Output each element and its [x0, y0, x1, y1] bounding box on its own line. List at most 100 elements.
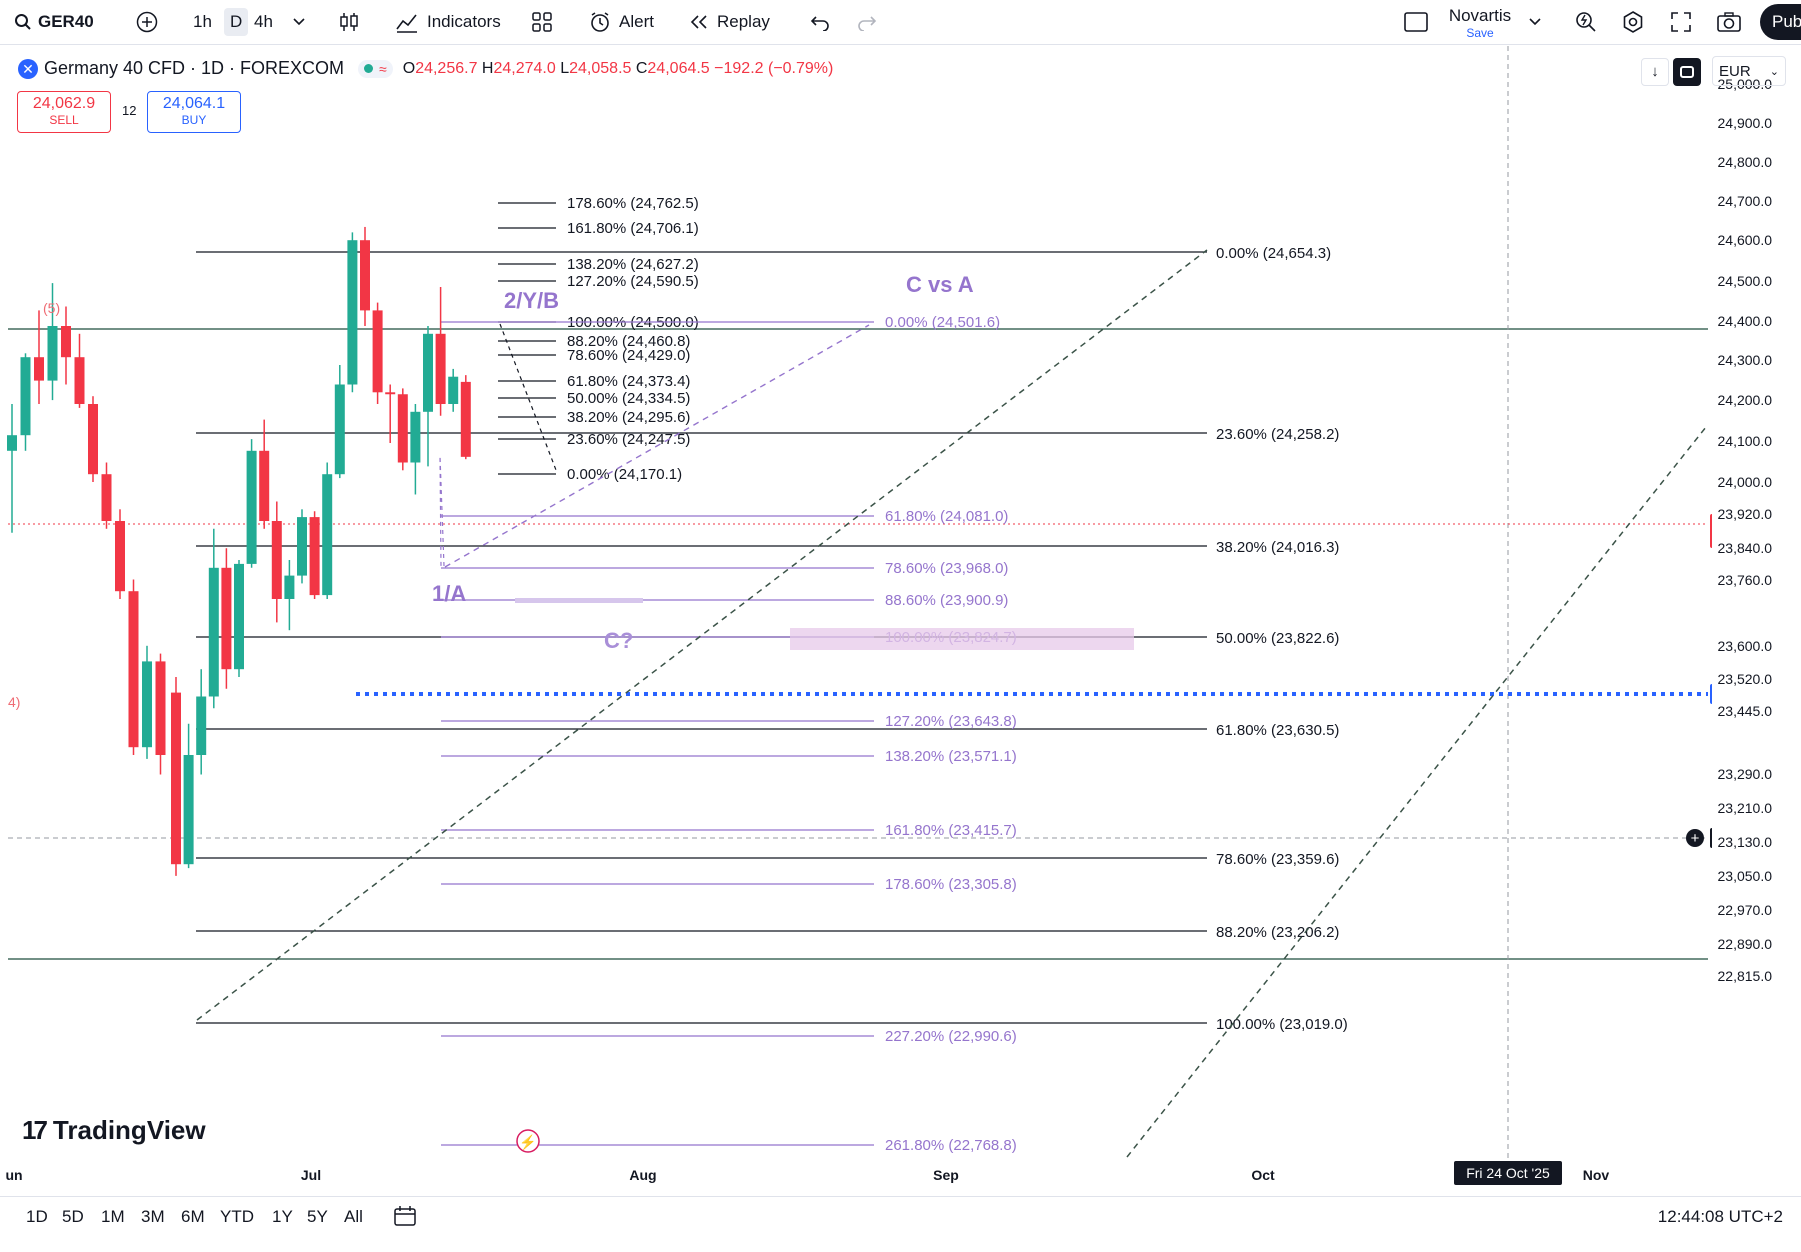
- candle-body[interactable]: [208, 567, 219, 697]
- candle-body[interactable]: [360, 240, 370, 311]
- candle-body[interactable]: [347, 240, 358, 385]
- candle-body[interactable]: [101, 474, 112, 521]
- candle-body[interactable]: [128, 591, 139, 748]
- indicators-button[interactable]: Indicators: [395, 8, 501, 36]
- tradingview-logo[interactable]: 17 TradingView: [22, 1115, 206, 1146]
- candle-body[interactable]: [7, 435, 17, 451]
- legend-title[interactable]: Germany 40 CFD · 1D · FOREXCOM: [44, 58, 345, 78]
- range-5y[interactable]: 5Y: [307, 1207, 328, 1226]
- candle-body[interactable]: [271, 521, 282, 599]
- price-axis[interactable]: [1712, 46, 1801, 1196]
- range-6m[interactable]: 6M: [181, 1207, 205, 1226]
- sell-button[interactable]: 24,062.9 SELL: [17, 91, 111, 133]
- candle-body[interactable]: [155, 661, 166, 755]
- interval-dropdown[interactable]: [293, 8, 305, 36]
- sell-price: 24,062.9: [32, 95, 96, 112]
- interval-4h[interactable]: 4h: [254, 12, 273, 31]
- candle-body[interactable]: [297, 517, 307, 576]
- price-axis-label: 23,840.0: [1718, 540, 1773, 556]
- candle-body[interactable]: [74, 357, 85, 404]
- add-alert-plus-icon[interactable]: [1686, 829, 1704, 847]
- currency-select[interactable]: EUR ⌄: [1712, 56, 1786, 86]
- scroll-down-button[interactable]: ↓: [1641, 58, 1669, 86]
- undo-button[interactable]: [810, 8, 830, 36]
- time-axis-label: Nov: [1583, 1167, 1610, 1183]
- redo-icon: [857, 13, 877, 31]
- auto-scale-icon: [1680, 66, 1694, 78]
- candle-body[interactable]: [196, 696, 207, 756]
- top-toolbar: GER40 1h D 4h Indicators Alert Replay No…: [0, 0, 1801, 45]
- chart-type-button[interactable]: [339, 8, 359, 36]
- brand-name: TradingView: [52, 1115, 206, 1145]
- fib-level-label: 50.00% (23,822.6): [1216, 630, 1339, 647]
- chart-pane[interactable]: 0.00% (24,654.3) 23.60% (24,258.2) 38.20% …: [0, 46, 1801, 1206]
- candle-body[interactable]: [322, 474, 333, 596]
- price-axis-label: 24,000.0: [1718, 474, 1773, 490]
- candle-body[interactable]: [309, 517, 320, 596]
- fib-extension-label: 61.80% (24,081.0): [885, 508, 1008, 525]
- compare-add-button[interactable]: [136, 8, 158, 36]
- redo-button[interactable]: [857, 8, 877, 36]
- candle-body[interactable]: [115, 521, 125, 592]
- interval-d[interactable]: D: [224, 8, 249, 36]
- candle-body[interactable]: [397, 394, 408, 463]
- range-ytd[interactable]: YTD: [220, 1207, 254, 1226]
- candle-body[interactable]: [20, 357, 31, 436]
- alert-button[interactable]: Alert: [589, 8, 654, 36]
- range-3m[interactable]: 3M: [141, 1207, 165, 1226]
- candle-body[interactable]: [183, 755, 194, 865]
- interval-1h[interactable]: 1h: [193, 12, 212, 31]
- layout-menu[interactable]: [1529, 8, 1541, 36]
- replay-button[interactable]: Replay: [689, 8, 770, 36]
- layouts-button[interactable]: [531, 8, 553, 36]
- candle-body[interactable]: [372, 310, 383, 393]
- symbol-search[interactable]: GER40: [14, 8, 94, 36]
- replay-label: Replay: [717, 12, 770, 31]
- fullscreen-button[interactable]: [1670, 8, 1692, 36]
- candle-body[interactable]: [435, 333, 446, 404]
- grid-icon: [531, 11, 553, 33]
- candle-body[interactable]: [234, 563, 244, 670]
- range-5d[interactable]: 5D: [62, 1207, 84, 1226]
- settings-button[interactable]: [1621, 8, 1645, 36]
- candle-body[interactable]: [334, 384, 345, 475]
- candle-body[interactable]: [88, 404, 98, 475]
- goto-date-button[interactable]: [393, 1205, 417, 1232]
- candle-body[interactable]: [34, 357, 44, 381]
- chart-legend: ✕ Germany 40 CFD · 1D · FOREXCOM ≈ O24,2…: [18, 58, 833, 79]
- range-1m[interactable]: 1M: [101, 1207, 125, 1226]
- clock[interactable]: 12:44:08 UTC+2: [1657, 1207, 1783, 1226]
- range-1y[interactable]: 1Y: [272, 1207, 293, 1226]
- candle-body[interactable]: [142, 661, 152, 748]
- fib-level-label: 88.20% (24,460.8): [567, 333, 690, 350]
- range-all[interactable]: All: [344, 1207, 363, 1226]
- price-axis-label: 24,600.0: [1718, 232, 1773, 248]
- candle-body[interactable]: [221, 567, 232, 670]
- publish-button[interactable]: Pub: [1760, 4, 1801, 40]
- price-axis-label: 23,520.0: [1718, 671, 1773, 687]
- buy-button[interactable]: 24,064.1 BUY: [147, 91, 241, 133]
- candle-body[interactable]: [259, 450, 270, 521]
- candle-body[interactable]: [61, 326, 71, 358]
- wave-label: 4): [8, 694, 20, 710]
- candle-body[interactable]: [246, 450, 257, 564]
- candle-body[interactable]: [284, 575, 295, 599]
- snapshot-button[interactable]: [1716, 8, 1742, 36]
- symbol-name: GER40: [38, 12, 94, 31]
- scale-mode-button[interactable]: [1673, 58, 1701, 86]
- chart-canvas[interactable]: 0.00% (24,654.3) 23.60% (24,258.2) 38.20% …: [0, 46, 1801, 1206]
- candle-body[interactable]: [423, 333, 433, 412]
- target-zone-box[interactable]: [790, 628, 1134, 650]
- candle-body[interactable]: [448, 376, 459, 404]
- price-axis-label: 22,890.0: [1718, 936, 1773, 952]
- range-1d[interactable]: 1D: [26, 1207, 48, 1226]
- candle-body[interactable]: [385, 392, 396, 395]
- candle-body[interactable]: [171, 692, 181, 865]
- event-flash-icon[interactable]: [516, 1129, 540, 1153]
- layout-toggle[interactable]: [1403, 8, 1429, 36]
- quick-search-button[interactable]: [1574, 8, 1598, 36]
- candle-body[interactable]: [47, 326, 58, 381]
- candle-body[interactable]: [460, 381, 471, 457]
- candle-body[interactable]: [410, 411, 421, 463]
- layout-name-button[interactable]: Novartis Save: [1447, 6, 1513, 40]
